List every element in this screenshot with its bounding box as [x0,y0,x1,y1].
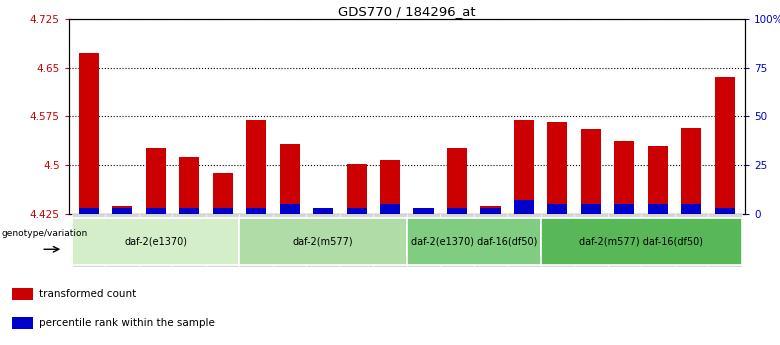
Bar [313,208,333,214]
Bar [714,77,735,214]
Bar [307,214,340,267]
Bar [480,208,501,214]
Bar [641,214,675,267]
Text: genotype/variation: genotype/variation [2,229,87,238]
Bar [675,214,708,267]
Bar [681,128,701,214]
Bar [413,208,434,214]
Bar [374,214,406,267]
Bar [313,212,333,214]
FancyBboxPatch shape [239,218,407,265]
Bar [648,204,668,214]
Bar [72,214,105,267]
Bar [139,214,172,267]
Title: GDS770 / 184296_at: GDS770 / 184296_at [338,5,476,18]
Text: daf-2(e1370) daf-16(df50): daf-2(e1370) daf-16(df50) [410,237,537,246]
Bar [380,204,400,214]
Text: daf-2(m577) daf-16(df50): daf-2(m577) daf-16(df50) [579,237,703,246]
Bar [112,206,133,214]
Text: daf-2(m577): daf-2(m577) [292,237,353,246]
Bar [246,208,266,214]
Bar [440,214,473,267]
Bar [615,141,634,214]
Bar [548,122,568,214]
Bar [346,164,367,214]
Bar [146,148,165,214]
FancyBboxPatch shape [72,218,239,265]
FancyBboxPatch shape [407,218,541,265]
Bar [105,214,139,267]
Bar [279,144,300,214]
Bar [581,129,601,214]
Bar [213,173,232,214]
Bar [648,146,668,214]
Bar [574,214,608,267]
Bar [407,214,440,267]
Bar [213,208,232,214]
Bar [548,204,568,214]
Bar [112,208,133,214]
Bar [346,208,367,214]
Bar [79,53,99,214]
Bar [12,288,33,300]
Bar [279,204,300,214]
Bar [608,214,641,267]
Bar [447,148,467,214]
Bar [79,208,99,214]
Bar [507,214,541,267]
Bar [615,204,634,214]
Bar [541,214,574,267]
Bar [413,209,434,214]
Bar [714,208,735,214]
Bar [514,200,534,214]
Bar [273,214,307,267]
Bar [12,317,33,329]
Bar [239,214,273,267]
Bar [473,214,507,267]
Bar [681,204,701,214]
Bar [480,206,501,214]
Text: percentile rank within the sample: percentile rank within the sample [39,318,215,328]
Text: transformed count: transformed count [39,289,136,299]
Bar [179,157,199,214]
Bar [581,204,601,214]
Bar [447,208,467,214]
Bar [514,120,534,214]
Bar [206,214,239,267]
Bar [146,208,165,214]
Bar [179,208,199,214]
Text: daf-2(e1370): daf-2(e1370) [124,237,187,246]
Bar [172,214,206,267]
Bar [340,214,374,267]
Bar [708,214,742,267]
Bar [246,120,266,214]
Bar [380,160,400,214]
FancyBboxPatch shape [541,218,742,265]
